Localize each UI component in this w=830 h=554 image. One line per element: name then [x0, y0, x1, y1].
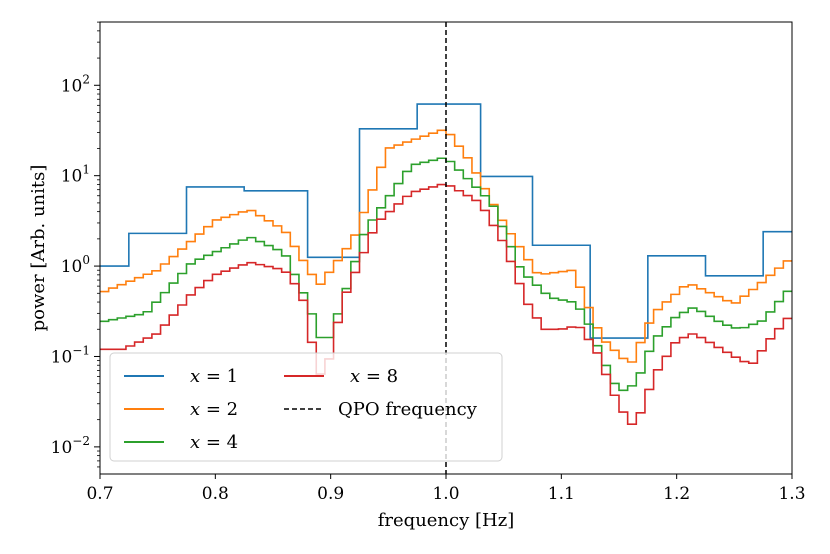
- x-tick-label-5: 1.1: [548, 484, 575, 504]
- series-line-1: [100, 103, 792, 339]
- x-tick-label-1: 0.7: [86, 484, 113, 504]
- legend: x = 1 x = 2 x = 4 x = 8 QPO frequency: [109, 352, 503, 462]
- legend-label-2: x = 2: [190, 399, 238, 420]
- y-axis-label: power [Arb. units]: [28, 165, 49, 332]
- legend-label-qpo: QPO frequency: [338, 399, 478, 420]
- legend-label-3: x = 4: [190, 432, 238, 453]
- series-line-2: [100, 129, 792, 363]
- y-tick-label-5: 102: [61, 72, 90, 96]
- y-tick-label-3: 100: [61, 253, 90, 277]
- y-tick-label-1: 10−2: [51, 434, 90, 458]
- x-tick-label-4: 1.0: [432, 484, 459, 504]
- x-tick-label-3: 0.9: [317, 484, 344, 504]
- x-tick-label-2: 0.8: [202, 484, 229, 504]
- x-tick-label-6: 1.2: [663, 484, 690, 504]
- legend-label-1: x = 1: [190, 366, 238, 387]
- y-tick-label-4: 101: [61, 163, 90, 187]
- legend-label-4: x = 8: [350, 366, 398, 387]
- x-tick-label-7: 1.3: [778, 484, 805, 504]
- legend-box: [109, 352, 503, 462]
- ticks-layer: 0.7 0.8 0.9 1.0 1.1 1.2 1.3 10−2 10−1 100 101 102: [51, 21, 806, 504]
- y-tick-label-2: 10−1: [51, 343, 90, 367]
- x-axis-label: frequency [Hz]: [378, 510, 514, 531]
